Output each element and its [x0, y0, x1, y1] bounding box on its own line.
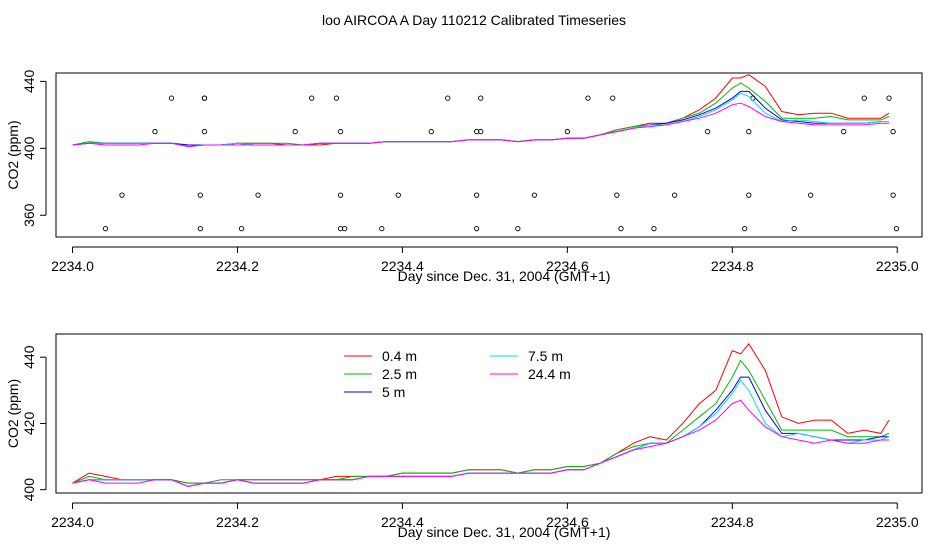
chart-title: loo AIRCOA A Day 110212 Calibrated Times… — [322, 12, 626, 28]
data-point — [168, 95, 175, 101]
data-point — [473, 225, 480, 232]
data-point — [342, 225, 348, 232]
x-tick-label: 2234.8 — [711, 258, 754, 274]
x-tick-label: 2234.2 — [216, 514, 259, 530]
data-point — [428, 128, 434, 135]
series-line — [72, 343, 890, 484]
data-point — [292, 128, 298, 135]
series-line — [72, 90, 889, 146]
x-tick-label: 2234.0 — [51, 258, 94, 274]
data-point — [746, 128, 752, 135]
data-point — [119, 192, 125, 198]
data-point — [201, 95, 208, 101]
plot-frame — [55, 333, 923, 494]
legend-label: 0.4 m — [382, 348, 417, 364]
x-tick-label: 2234.6 — [546, 514, 589, 530]
y-tick-label: 440 — [21, 345, 37, 369]
x-tick-label: 2235.0 — [876, 258, 919, 274]
data-point — [791, 225, 797, 232]
y-tick-label: 360 — [21, 203, 37, 227]
legend-label: 2.5 m — [382, 366, 417, 382]
data-point — [515, 225, 521, 232]
series-line — [72, 102, 889, 148]
data-point — [651, 225, 657, 232]
data-point — [742, 225, 748, 232]
data-point — [478, 95, 484, 101]
data-point — [618, 225, 624, 232]
data-point — [893, 225, 900, 232]
data-point — [337, 128, 344, 135]
series-line — [72, 74, 890, 146]
series-line — [72, 92, 889, 148]
data-point — [585, 95, 591, 101]
series-line — [72, 379, 890, 487]
data-point — [704, 128, 711, 135]
lower-panel: 2234.0 2234.2 2234.4 2234.6 2234.8 2235.0 Day … — [5, 333, 923, 540]
data-point — [445, 95, 451, 101]
data-point — [379, 225, 385, 232]
data-point — [197, 225, 203, 232]
series-line — [72, 399, 889, 487]
x-tick-label: 2234.0 — [51, 514, 94, 530]
data-point — [473, 192, 480, 198]
x-tick-label: 2234.6 — [546, 258, 589, 274]
x-tick-label: 2234.4 — [381, 514, 424, 530]
y-tick-label: 420 — [21, 412, 37, 436]
data-point — [564, 128, 571, 135]
data-point — [614, 192, 620, 198]
data-point — [886, 95, 892, 101]
upper-panel: 2234.0 2234.2 2234.4 2234.6 2234.8 2235.0 Day … — [5, 69, 923, 284]
y-tick-label: 440 — [21, 69, 37, 93]
data-point — [197, 192, 203, 198]
legend-label: 7.5 m — [528, 348, 563, 364]
plot-frame — [55, 72, 923, 238]
series-line — [72, 359, 890, 484]
y-axis-label: CO2 (ppm) — [5, 379, 21, 448]
x-tick-label: 2234.4 — [381, 258, 424, 274]
data-point — [255, 192, 261, 198]
x-axis-label: Day since Dec. 31, 2004 (GMT+1) — [398, 524, 611, 540]
data-point — [840, 128, 847, 135]
data-point — [531, 192, 538, 198]
data-point — [861, 95, 867, 101]
data-point — [478, 128, 484, 135]
x-axis-label: Day since Dec. 31, 2004 (GMT+1) — [398, 268, 611, 284]
data-point — [610, 95, 616, 101]
legend-label: 24.4 m — [528, 366, 571, 382]
y-tick-label: 400 — [21, 136, 37, 160]
data-point — [890, 192, 896, 198]
data-point — [808, 192, 814, 198]
y-axis-label: CO2 (ppm) — [5, 120, 21, 189]
legend-label: 5 m — [382, 384, 405, 400]
x-tick-label: 2234.2 — [216, 258, 259, 274]
x-tick-label: 2235.0 — [876, 514, 919, 530]
data-point — [671, 192, 678, 198]
y-tick-label: 400 — [21, 478, 37, 502]
data-point — [333, 95, 340, 101]
data-point — [152, 128, 158, 135]
data-point — [337, 192, 344, 198]
data-point — [890, 128, 896, 135]
data-point — [309, 95, 315, 101]
data-point — [201, 128, 208, 135]
x-tick-label: 2234.8 — [711, 514, 754, 530]
data-point — [238, 225, 245, 232]
data-point — [746, 192, 752, 198]
data-point — [395, 192, 401, 198]
data-point — [102, 225, 109, 232]
